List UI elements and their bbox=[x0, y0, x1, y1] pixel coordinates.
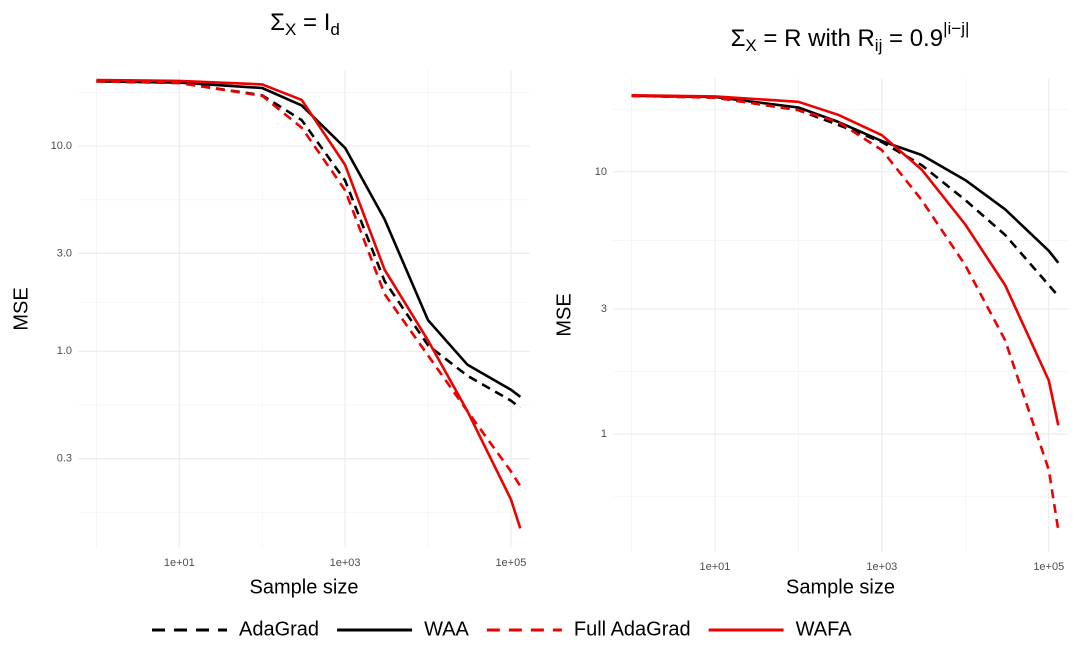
legend-label: WAFA bbox=[796, 618, 853, 640]
title-part: = R with R bbox=[757, 25, 875, 52]
x-axis-title: Sample size bbox=[786, 576, 895, 598]
y-axis-title: MSE bbox=[553, 293, 575, 336]
chart-title: ΣX = R with Rij = 0.9|i−j| bbox=[731, 19, 970, 55]
x-tick-label: 1e+05 bbox=[1033, 561, 1064, 573]
series-line bbox=[631, 94, 1060, 531]
legend-label: WAA bbox=[424, 618, 469, 640]
y-tick-label: 3.0 bbox=[57, 247, 72, 259]
series-line bbox=[631, 93, 1060, 426]
y-tick-label: 10.0 bbox=[51, 140, 72, 152]
legend-label: AdaGrad bbox=[239, 618, 319, 640]
y-tick-label: 1.0 bbox=[57, 345, 72, 357]
series-line bbox=[96, 80, 522, 487]
x-tick-label: 1e+01 bbox=[164, 557, 195, 569]
title-part: = I bbox=[296, 9, 330, 36]
chart-title: ΣX = Id bbox=[270, 9, 340, 39]
title-part: = 0.9 bbox=[882, 25, 943, 52]
title-part: Σ bbox=[731, 25, 746, 52]
y-tick-label: 0.3 bbox=[57, 453, 72, 465]
x-axis-title: Sample size bbox=[250, 576, 359, 598]
legend-label: Full AdaGrad bbox=[574, 618, 691, 640]
series-line bbox=[96, 80, 522, 409]
x-tick-label: 1e+01 bbox=[700, 561, 731, 573]
x-tick-label: 1e+03 bbox=[330, 557, 361, 569]
y-tick-label: 10 bbox=[595, 166, 607, 178]
y-axis-title: MSE bbox=[10, 287, 32, 330]
series-line bbox=[631, 94, 1060, 264]
y-tick-label: 1 bbox=[601, 428, 607, 440]
title-part: d bbox=[330, 20, 339, 39]
y-tick-label: 3 bbox=[601, 303, 607, 315]
title-part: X bbox=[285, 20, 296, 39]
title-part: ij bbox=[875, 36, 883, 55]
x-tick-label: 1e+05 bbox=[495, 557, 526, 569]
x-tick-label: 1e+03 bbox=[866, 561, 897, 573]
title-part: |i−j| bbox=[943, 19, 969, 38]
title-part: Σ bbox=[270, 9, 285, 36]
series-line bbox=[96, 78, 522, 529]
title-part: X bbox=[745, 36, 756, 55]
series-line bbox=[96, 80, 522, 398]
